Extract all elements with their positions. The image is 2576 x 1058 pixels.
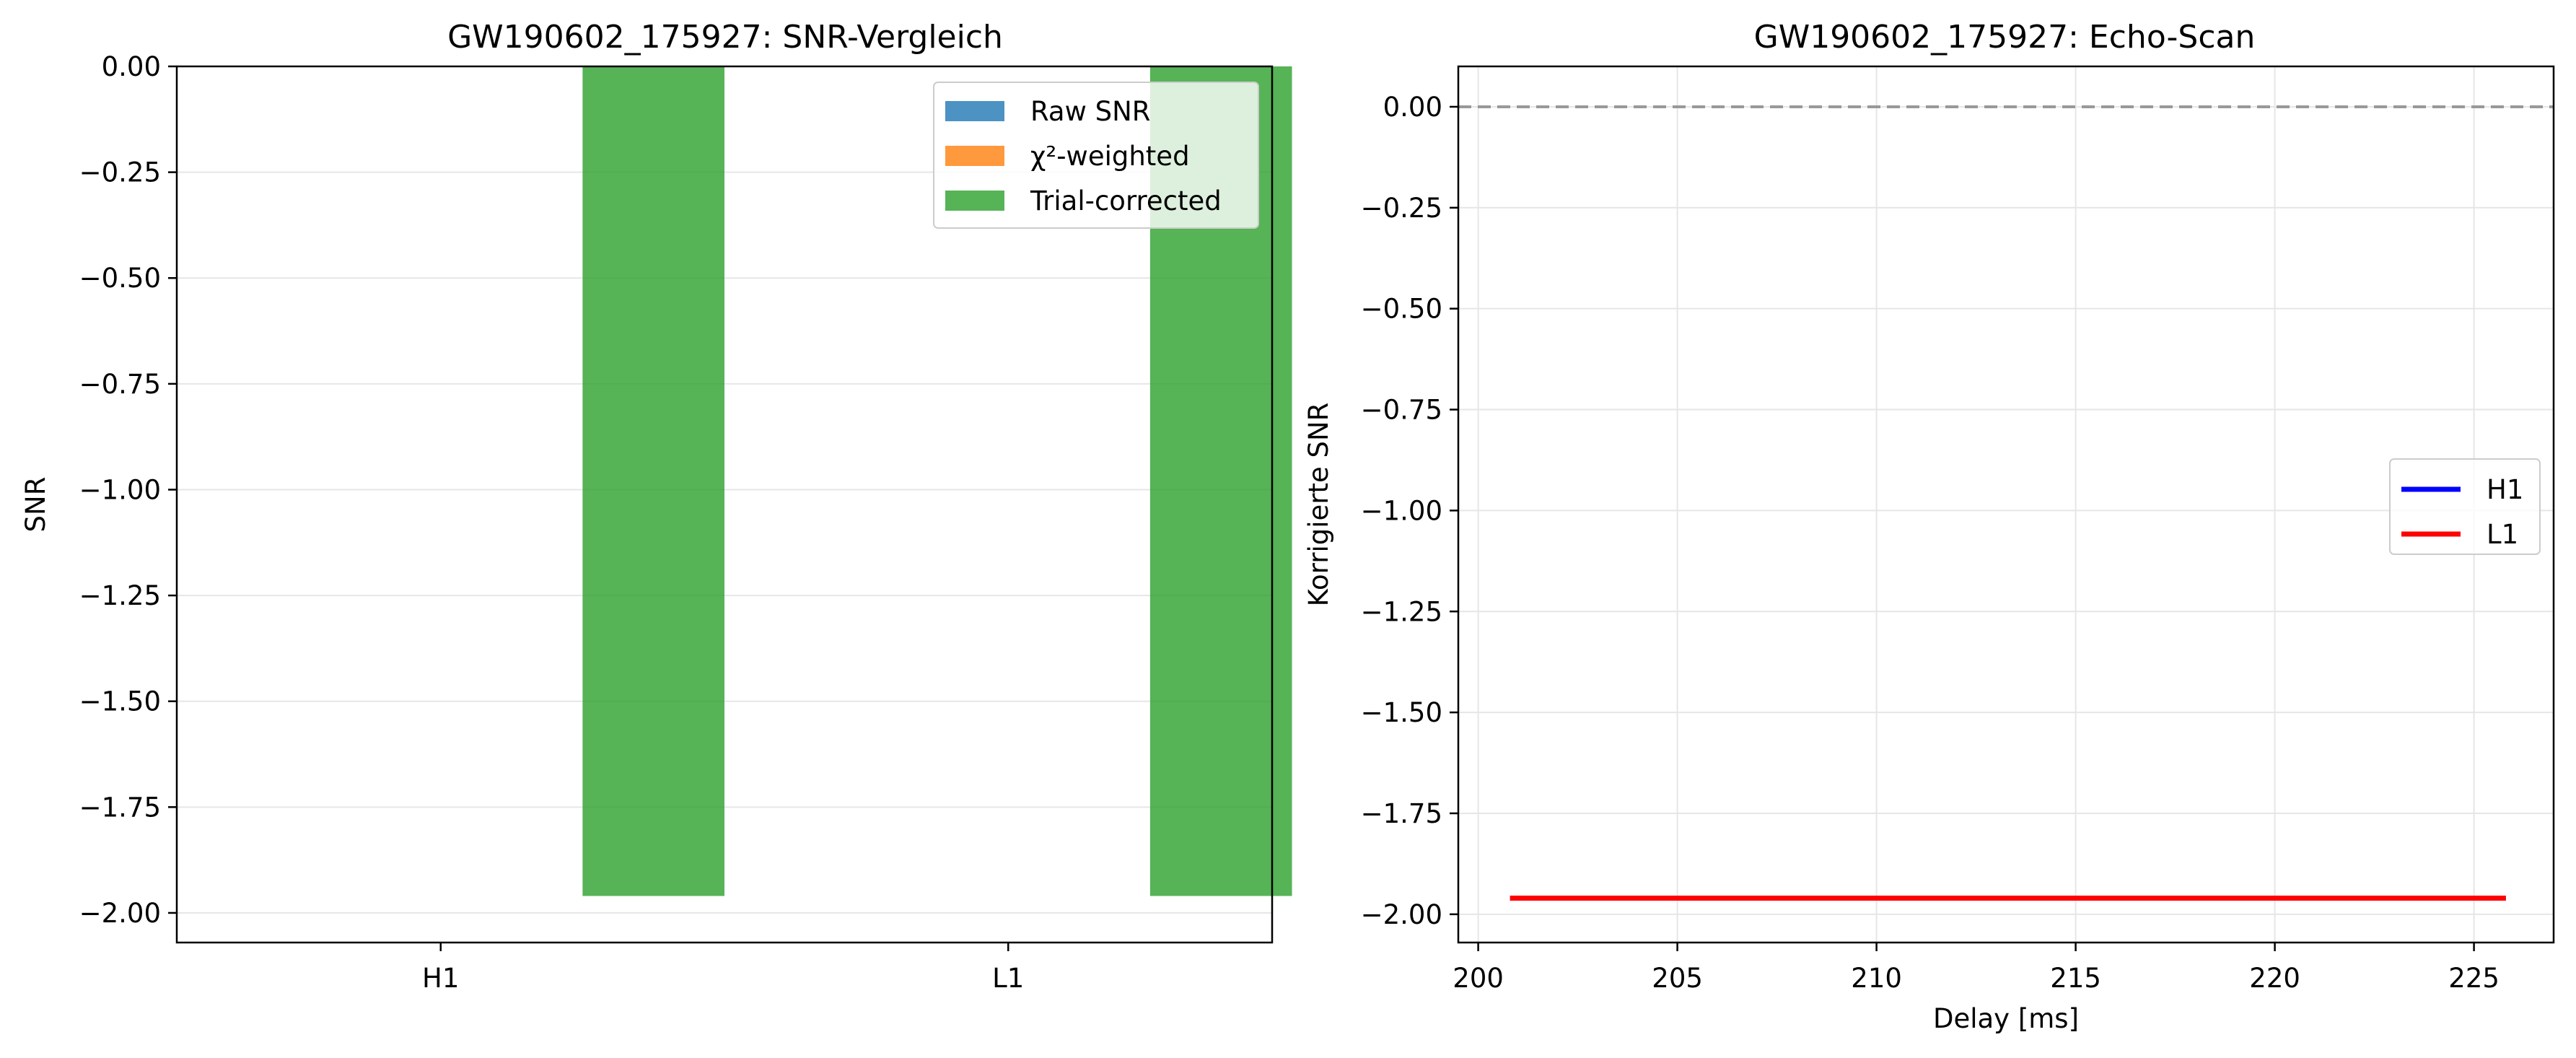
legend-label: Raw SNR	[1030, 96, 1150, 127]
y-axis-label: Korrigierte SNR	[1303, 403, 1334, 607]
legend-swatch	[945, 191, 1004, 211]
snr-comparison-chart: GW190602_175927: SNR-Vergleich 0.00 −0.25…	[20, 19, 1292, 994]
y-axis-ticks: 0.00 −0.25 −0.50 −0.75 −1.00 −1.25 −1.50 −1.75 −…	[1361, 92, 1458, 930]
x-tick-label: 220	[2249, 963, 2300, 994]
y-tick-label: 0.00	[102, 51, 161, 82]
plot-frame	[175, 65, 1274, 944]
x-tick-label: 210	[1851, 963, 1902, 994]
plot-frame	[1457, 65, 2555, 944]
x-tick-label: 225	[2448, 963, 2500, 994]
y-tick-label: −0.50	[1361, 294, 1442, 325]
legend-label: L1	[2487, 519, 2518, 550]
y-tick-label: −0.75	[79, 369, 161, 400]
bar	[582, 66, 724, 896]
legend-swatch	[945, 101, 1004, 121]
legend-box	[2389, 458, 2541, 555]
y-tick-label: −1.50	[1361, 697, 1442, 728]
y-tick-label: −0.50	[79, 263, 161, 294]
y-axis-label: SNR	[20, 477, 51, 533]
y-tick-label: −1.25	[79, 580, 161, 611]
legend-label: Trial-corrected	[1030, 185, 1222, 217]
legend-box	[933, 82, 1259, 229]
y-tick-label: −0.75	[1361, 395, 1442, 426]
chart-title: GW190602_175927: Echo-Scan	[1754, 19, 2256, 56]
y-tick-label: −1.25	[1361, 596, 1442, 627]
y-tick-label: −1.00	[79, 474, 161, 505]
y-tick-label: −1.75	[79, 792, 161, 823]
x-tick-label: H1	[422, 963, 459, 994]
chart-title: GW190602_175927: SNR-Vergleich	[447, 19, 1003, 56]
echo-scan-chart: GW190602_175927: Echo-Scan 0.00 −0.25 −0.5…	[1303, 19, 2555, 1034]
x-tick-label: 205	[1652, 963, 1703, 994]
series-lines	[1458, 105, 2554, 901]
y-tick-label: −1.00	[1361, 495, 1442, 526]
y-tick-label: −0.25	[79, 157, 161, 188]
x-tick-label: L1	[992, 963, 1024, 994]
legend-swatch	[945, 146, 1004, 166]
legend-label: H1	[2487, 474, 2523, 505]
y-tick-label: 0.00	[1383, 92, 1442, 123]
y-tick-label: −1.50	[79, 686, 161, 717]
x-axis-ticks: H1 L1	[422, 943, 1024, 994]
x-axis-label: Delay [ms]	[1933, 1003, 2079, 1034]
legend-label: χ²-weighted	[1030, 141, 1190, 172]
x-tick-label: 200	[1453, 963, 1504, 994]
y-axis-ticks: 0.00 −0.25 −0.50 −0.75 −1.00 −1.25 −1.50 −1.75 −…	[79, 51, 177, 929]
x-axis-ticks: 200 205 210 215 220 225	[1453, 943, 2500, 994]
y-tick-label: −1.75	[1361, 798, 1442, 829]
y-tick-label: −2.00	[1361, 899, 1442, 930]
y-tick-label: −2.00	[79, 898, 161, 929]
y-tick-label: −0.25	[1361, 193, 1442, 224]
x-tick-label: 215	[2050, 963, 2101, 994]
legend: Raw SNR χ²-weighted Trial-corrected	[933, 82, 1259, 229]
